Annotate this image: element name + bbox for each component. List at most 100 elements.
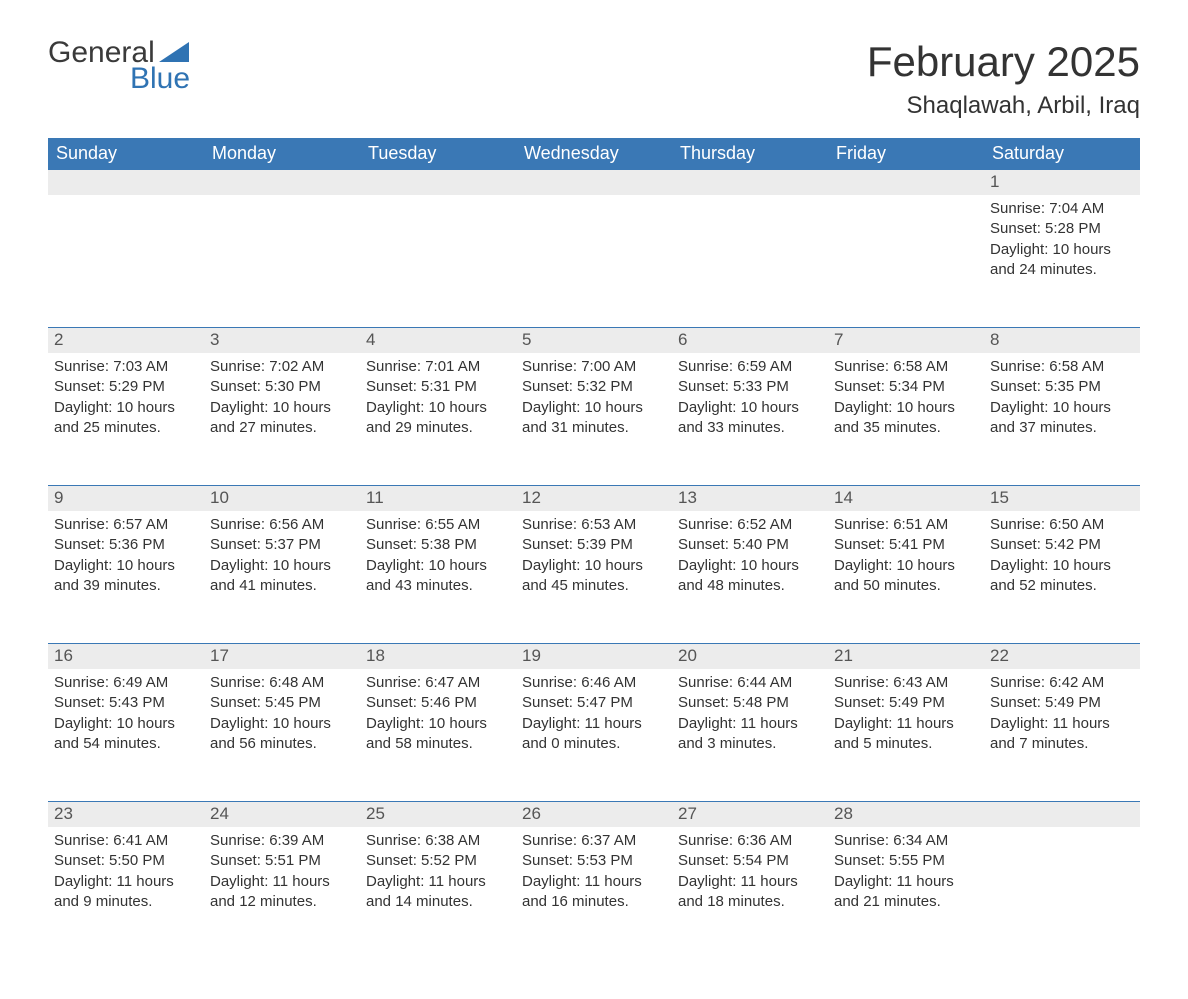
day-number: 24 (204, 801, 360, 827)
sunset-line: Sunset: 5:36 PM (54, 535, 198, 555)
daylight-line: and 16 minutes. (522, 892, 666, 912)
daylight-line: Daylight: 11 hours (210, 872, 354, 892)
day-details: Sunrise: 6:59 AMSunset: 5:33 PMDaylight:… (672, 353, 828, 452)
day-details: Sunrise: 7:03 AMSunset: 5:29 PMDaylight:… (48, 353, 204, 452)
empty-day-slot (984, 801, 1140, 827)
daylight-line: Daylight: 10 hours (522, 556, 666, 576)
sunrise-line: Sunrise: 6:43 AM (834, 673, 978, 693)
daylight-line: Daylight: 10 hours (54, 398, 198, 418)
page-header: General Blue February 2025 Shaqlawah, Ar… (48, 38, 1140, 120)
day-number: 17 (204, 643, 360, 669)
daylight-line: Daylight: 11 hours (678, 714, 822, 734)
day-number: 9 (48, 485, 204, 511)
daylight-line: Daylight: 11 hours (834, 714, 978, 734)
day-details: Sunrise: 6:36 AMSunset: 5:54 PMDaylight:… (672, 827, 828, 926)
daylight-line: and 39 minutes. (54, 576, 198, 596)
daylight-line: Daylight: 10 hours (210, 398, 354, 418)
day-number: 10 (204, 485, 360, 511)
day-number-row: 1 (48, 170, 1140, 195)
sunset-line: Sunset: 5:31 PM (366, 377, 510, 397)
daylight-line: Daylight: 11 hours (522, 714, 666, 734)
day-details: Sunrise: 6:58 AMSunset: 5:34 PMDaylight:… (828, 353, 984, 452)
title-block: February 2025 Shaqlawah, Arbil, Iraq (867, 38, 1140, 120)
day-number: 26 (516, 801, 672, 827)
sunset-line: Sunset: 5:49 PM (990, 693, 1134, 713)
day-number: 23 (48, 801, 204, 827)
day-number: 20 (672, 643, 828, 669)
daylight-line: and 52 minutes. (990, 576, 1134, 596)
weekday-header: Wednesday (516, 138, 672, 170)
weekday-header: Friday (828, 138, 984, 170)
daylight-line: and 0 minutes. (522, 734, 666, 754)
sunrise-line: Sunrise: 6:41 AM (54, 831, 198, 851)
location-label: Shaqlawah, Arbil, Iraq (867, 92, 1140, 120)
sunrise-line: Sunrise: 6:38 AM (366, 831, 510, 851)
daylight-line: Daylight: 11 hours (678, 872, 822, 892)
day-number: 25 (360, 801, 516, 827)
daylight-line: Daylight: 10 hours (990, 240, 1134, 260)
day-details: Sunrise: 6:57 AMSunset: 5:36 PMDaylight:… (48, 511, 204, 610)
day-details: Sunrise: 6:51 AMSunset: 5:41 PMDaylight:… (828, 511, 984, 610)
sunrise-line: Sunrise: 6:39 AM (210, 831, 354, 851)
sunrise-line: Sunrise: 6:34 AM (834, 831, 978, 851)
daylight-line: and 58 minutes. (366, 734, 510, 754)
day-details: Sunrise: 7:00 AMSunset: 5:32 PMDaylight:… (516, 353, 672, 452)
sunrise-line: Sunrise: 6:36 AM (678, 831, 822, 851)
empty-day-slot (48, 170, 204, 195)
empty-day-slot (516, 170, 672, 195)
sunset-line: Sunset: 5:37 PM (210, 535, 354, 555)
daylight-line: and 35 minutes. (834, 418, 978, 438)
sunrise-line: Sunrise: 6:46 AM (522, 673, 666, 693)
day-details: Sunrise: 6:44 AMSunset: 5:48 PMDaylight:… (672, 669, 828, 768)
calendar-body: 1Sunrise: 7:04 AMSunset: 5:28 PMDaylight… (48, 170, 1140, 959)
month-title: February 2025 (867, 38, 1140, 86)
day-details: Sunrise: 6:34 AMSunset: 5:55 PMDaylight:… (828, 827, 984, 926)
sunrise-line: Sunrise: 6:50 AM (990, 515, 1134, 535)
day-details: Sunrise: 6:37 AMSunset: 5:53 PMDaylight:… (516, 827, 672, 926)
weekday-header: Thursday (672, 138, 828, 170)
sunrise-line: Sunrise: 6:51 AM (834, 515, 978, 535)
daylight-line: Daylight: 11 hours (834, 872, 978, 892)
day-number: 27 (672, 801, 828, 827)
day-number: 4 (360, 327, 516, 353)
day-details: Sunrise: 6:48 AMSunset: 5:45 PMDaylight:… (204, 669, 360, 768)
daylight-line: and 18 minutes. (678, 892, 822, 912)
daylight-line: Daylight: 10 hours (678, 556, 822, 576)
daylight-line: and 24 minutes. (990, 260, 1134, 280)
daylight-line: Daylight: 10 hours (210, 556, 354, 576)
daylight-line: and 33 minutes. (678, 418, 822, 438)
sunset-line: Sunset: 5:28 PM (990, 219, 1134, 239)
day-details: Sunrise: 6:46 AMSunset: 5:47 PMDaylight:… (516, 669, 672, 768)
day-number: 7 (828, 327, 984, 353)
daylight-line: Daylight: 11 hours (54, 872, 198, 892)
sunset-line: Sunset: 5:42 PM (990, 535, 1134, 555)
daylight-line: and 54 minutes. (54, 734, 198, 754)
sunset-line: Sunset: 5:53 PM (522, 851, 666, 871)
daylight-line: Daylight: 11 hours (990, 714, 1134, 734)
day-details: Sunrise: 7:01 AMSunset: 5:31 PMDaylight:… (360, 353, 516, 452)
sunrise-line: Sunrise: 7:02 AM (210, 357, 354, 377)
daylight-line: Daylight: 10 hours (54, 556, 198, 576)
sunrise-line: Sunrise: 6:52 AM (678, 515, 822, 535)
day-number-row: 16171819202122 (48, 643, 1140, 669)
day-number-row: 9101112131415 (48, 485, 1140, 511)
calendar-table: Sunday Monday Tuesday Wednesday Thursday… (48, 138, 1140, 959)
daylight-line: and 48 minutes. (678, 576, 822, 596)
daylight-line: and 3 minutes. (678, 734, 822, 754)
daylight-line: and 5 minutes. (834, 734, 978, 754)
daylight-line: Daylight: 10 hours (834, 398, 978, 418)
daylight-line: Daylight: 11 hours (366, 872, 510, 892)
sunrise-line: Sunrise: 6:37 AM (522, 831, 666, 851)
sunset-line: Sunset: 5:45 PM (210, 693, 354, 713)
weekday-header: Saturday (984, 138, 1140, 170)
daylight-line: and 27 minutes. (210, 418, 354, 438)
sunrise-line: Sunrise: 6:48 AM (210, 673, 354, 693)
day-details: Sunrise: 6:53 AMSunset: 5:39 PMDaylight:… (516, 511, 672, 610)
daylight-line: and 12 minutes. (210, 892, 354, 912)
day-number: 2 (48, 327, 204, 353)
daylight-line: and 50 minutes. (834, 576, 978, 596)
day-data-row: Sunrise: 7:03 AMSunset: 5:29 PMDaylight:… (48, 353, 1140, 485)
daylight-line: and 45 minutes. (522, 576, 666, 596)
day-details: Sunrise: 6:41 AMSunset: 5:50 PMDaylight:… (48, 827, 204, 926)
sunrise-line: Sunrise: 7:04 AM (990, 199, 1134, 219)
